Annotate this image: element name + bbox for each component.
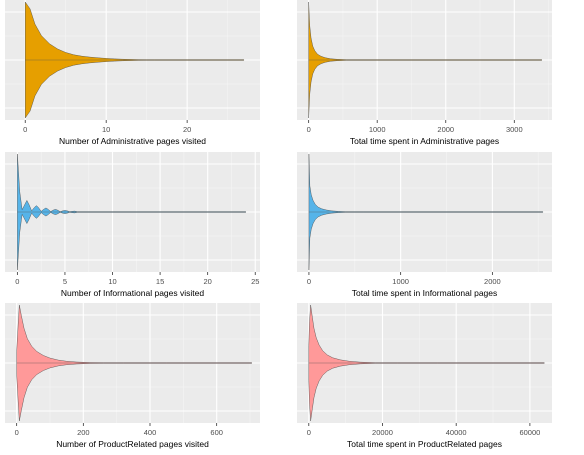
x-tick-label: 15 (156, 277, 164, 286)
violin-panel-4: 0 1000 2000 Total time spent in Information… (297, 152, 552, 298)
x-tick-label: 0 (23, 125, 27, 134)
x-tick-label: 400 (144, 428, 157, 437)
x-tick-label: 20000 (372, 428, 393, 437)
violin-panel-3: 0 5 10 15 20 25 Number of Informational pages … (5, 152, 260, 298)
x-tick-label: 60000 (519, 428, 540, 437)
x-tick-label: 5 (63, 277, 67, 286)
x-axis-title: Number of ProductRelated pages visited (56, 439, 209, 449)
violin-panel-6: 0 20000 40000 60000 Total time spent in Prod… (297, 303, 552, 449)
x-axis-title: Total time spent in ProductRelated pages (347, 439, 502, 449)
x-tick-label: 3000 (506, 125, 523, 134)
x-tick-label: 1000 (392, 277, 409, 286)
x-tick-label: 40000 (446, 428, 467, 437)
x-axis-title: Total time spent in Informational pages (352, 288, 498, 298)
x-tick-label: 0 (307, 277, 311, 286)
x-tick-label: 2000 (484, 277, 501, 286)
x-axis-title: Total time spent in Administrative pages (350, 136, 499, 146)
x-tick-label: 0 (15, 428, 19, 437)
x-tick-label: 1000 (369, 125, 386, 134)
x-tick-label: 0 (15, 277, 19, 286)
x-tick-label: 600 (210, 428, 223, 437)
x-tick-label: 20 (183, 125, 191, 134)
x-tick-label: 0 (307, 125, 311, 134)
x-axis-title: Number of Informational pages visited (61, 288, 204, 298)
x-tick-label: 25 (251, 277, 259, 286)
x-tick-label: 0 (307, 428, 311, 437)
x-tick-label: 20 (203, 277, 211, 286)
x-tick-label: 2000 (437, 125, 454, 134)
x-tick-label: 10 (102, 125, 110, 134)
x-axis-title: Number of Administrative pages visited (59, 136, 206, 146)
violin-panel-2: 0 1000 2000 3000 Total time spent in Adminis… (297, 0, 552, 146)
x-tick-label: 10 (108, 277, 116, 286)
x-tick-label: 200 (77, 428, 90, 437)
violin-panel-1: 0 10 20 Number of Administrative pages visi… (5, 0, 260, 146)
